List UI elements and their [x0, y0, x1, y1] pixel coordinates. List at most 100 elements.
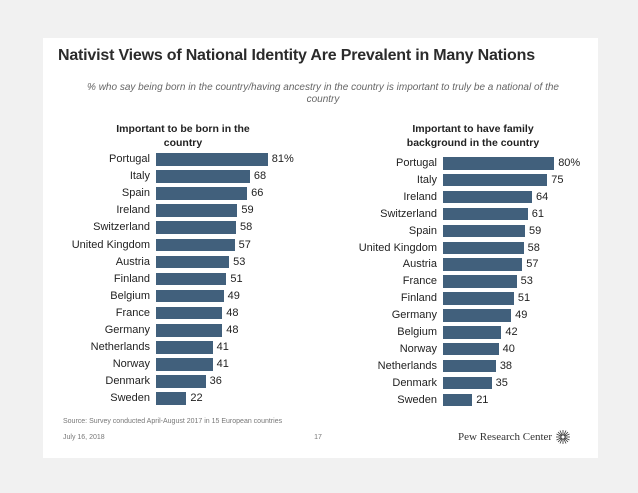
value-label: 66 [251, 187, 264, 200]
bar [156, 358, 213, 371]
bar [443, 393, 473, 407]
bar [443, 376, 492, 390]
category-label: Germany [391, 309, 437, 322]
bar [443, 326, 502, 339]
bar [443, 241, 524, 254]
category-label: Germany [104, 324, 150, 336]
bar [443, 258, 523, 271]
category-label: Sweden [110, 392, 150, 405]
value-label: 51 [517, 292, 531, 305]
value-label: 53 [233, 255, 246, 268]
category-label: Portugal [109, 153, 150, 165]
bar [443, 359, 496, 373]
page-number: 17 [314, 434, 322, 441]
bar [156, 306, 223, 320]
category-label: Belgium [397, 326, 437, 338]
bar [156, 187, 248, 200]
slide-date: July 16, 2018 [63, 434, 105, 441]
pew-logo: Pew Research Center [458, 429, 571, 445]
category-label: Italy [416, 173, 437, 186]
value-label: 48 [226, 324, 239, 336]
value-label: 68 [253, 170, 267, 183]
category-label: France [115, 306, 150, 319]
value-label: 51 [230, 272, 243, 285]
category-label: Norway [399, 342, 437, 355]
bar [443, 292, 514, 305]
category-label: Finland [113, 272, 150, 285]
bar [156, 392, 187, 405]
source-note: Source: Survey conducted April-August 20… [63, 418, 283, 425]
bar [156, 238, 235, 251]
bar [443, 207, 528, 221]
category-label: Finland [400, 292, 437, 305]
slide-title: Nativist Views of National Identity Are … [58, 47, 535, 64]
bar [156, 272, 227, 286]
category-label: Belgium [110, 289, 150, 302]
category-label: Sweden [397, 393, 437, 406]
bar [443, 275, 517, 288]
value-label: 49 [227, 289, 240, 302]
bar [156, 255, 230, 269]
slide-subtitle: % who say being born in the country/havi… [87, 82, 559, 105]
value-label: 58 [527, 241, 540, 254]
bar [156, 324, 223, 337]
value-label: 35 [495, 376, 508, 389]
value-label: 41 [216, 358, 229, 371]
bar [443, 190, 532, 204]
category-label: Ireland [403, 190, 437, 203]
category-label: Switzerland [93, 221, 150, 234]
bar [156, 153, 268, 166]
value-label: 59 [241, 204, 254, 217]
bar [443, 309, 512, 322]
bar [443, 342, 499, 356]
category-label: Spain [121, 187, 150, 200]
value-label: 53 [520, 275, 533, 288]
chart-title: Important to have family background in t… [406, 123, 540, 149]
category-label: Austria [115, 255, 150, 268]
value-label: 80% [558, 157, 581, 169]
bar [443, 173, 548, 187]
value-label: 59 [529, 224, 542, 237]
logo-text: Pew Research Center [458, 431, 553, 443]
value-label: 36 [209, 375, 222, 388]
category-label: United Kingdom [358, 241, 437, 254]
category-label: Italy [129, 170, 150, 183]
value-label: 81% [271, 153, 294, 165]
value-label: 61 [531, 207, 545, 220]
value-label: 64 [535, 190, 549, 203]
bar [156, 341, 213, 354]
bar [156, 204, 238, 217]
sunburst-icon [556, 430, 571, 444]
category-label: Spain [408, 224, 437, 237]
category-label: Netherlands [90, 341, 150, 354]
value-label: 21 [476, 393, 489, 406]
bar [156, 170, 250, 183]
chart-title: Important to be born in the country [116, 123, 250, 149]
category-label: Switzerland [380, 207, 437, 220]
category-label: United Kingdom [71, 238, 150, 251]
value-label: 40 [502, 342, 515, 355]
value-label: 48 [226, 306, 239, 319]
value-label: 41 [216, 341, 229, 354]
category-label: Norway [112, 358, 150, 371]
value-label: 38 [499, 359, 513, 372]
bar [156, 375, 206, 388]
bar [156, 221, 237, 234]
bar [443, 157, 555, 170]
category-label: Ireland [116, 204, 150, 217]
value-label: 57 [526, 258, 539, 271]
category-label: Austria [402, 258, 437, 271]
value-label: 58 [240, 221, 253, 234]
value-label: 22 [190, 392, 203, 405]
category-label: Denmark [105, 375, 150, 388]
category-label: Denmark [392, 376, 437, 389]
value-label: 49 [515, 309, 528, 322]
category-label: France [402, 275, 437, 288]
slide: Nativist Views of National Identity Are … [43, 38, 598, 458]
value-label: 57 [238, 238, 251, 251]
value-label: 42 [505, 326, 518, 338]
bar [443, 224, 525, 238]
bar [156, 289, 224, 303]
category-label: Netherlands [377, 359, 437, 372]
value-label: 75 [551, 173, 564, 186]
